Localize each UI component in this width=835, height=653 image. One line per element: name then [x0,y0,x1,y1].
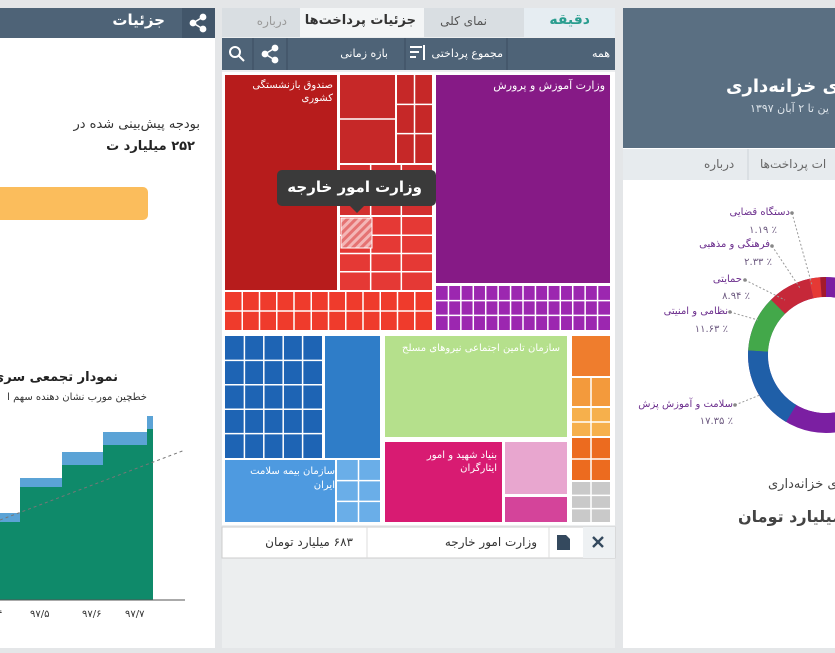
treemap-cells [225,75,610,522]
treemap-cell [436,75,610,283]
treemap-cell [572,336,610,376]
leader-dot [728,310,732,314]
tooltip-box [277,170,436,213]
chart-subtitle: خطچین مورب نشان دهنده سهم ا [7,392,147,403]
treemap-label: وزارت آموزش و پرورش [493,79,605,92]
x-tick-label: ۴ [0,610,2,620]
treemap-cell [225,336,322,458]
tooltip: وزارت امور خارجه [287,178,422,196]
header-title: جزئیات [112,11,165,29]
right-tab-bar [623,149,835,180]
total-caption: حت های خزانه‌داری [768,477,835,492]
donut [748,277,835,422]
selection-amount: ۶۸۳ میلیارد تومان [265,535,353,549]
tab[interactable]: درباره [704,157,735,171]
total-amount: میلیارد تومان [738,507,835,526]
donut-label: فرهنگی و مذهبی [699,239,770,250]
tab[interactable]: نمای کلی [440,14,487,28]
x-tick-label: ۹۷/۷ [125,609,145,620]
document-icon[interactable] [557,535,570,550]
share-button[interactable] [182,8,215,38]
donut-hole-edge [768,297,835,413]
leader-line [771,245,801,289]
right-title: های خزانه‌داری [726,76,835,97]
donut-segment [748,350,797,422]
leader-line [791,212,813,286]
selected-cell[interactable] [340,217,373,249]
budget-bar [0,187,148,220]
treemap-label: بنیاد شهید و امور ایثارگران [426,450,497,474]
leader-dot [733,403,737,407]
treemap-cell [505,442,567,494]
donut-percent: ٪ ۱۷.۳۵ [699,416,733,427]
toolbar [222,38,615,70]
share-icon [189,13,207,33]
chart-title: نمودار تجمعی سری زم [0,370,118,385]
treemap-cell [385,442,502,522]
treemap-cell [505,497,567,522]
right-header [623,8,835,148]
donut-label: سلامت و آموزش پزش [638,399,733,410]
leader-line [729,311,759,321]
x-tick-label: ۹۷/۶ [82,609,102,620]
area-lower [0,429,153,600]
treemap-label: سازمان تامین اجتماعی نیروهای مسلح [402,343,560,354]
logo[interactable]: دقیقه [549,12,590,28]
logo-box [524,8,615,37]
treemap-label: صندوق بازنشستگی کشوری [252,80,333,104]
donut-percent: ٪ ۱.۱۹ [749,225,777,236]
close-icon [592,536,604,548]
budget-text: بودجه پیش‌بینی شده در [73,117,200,132]
donut-segment [748,299,786,353]
sort-icon[interactable] [410,45,425,60]
tab[interactable]: جزئیات پرداخت‌ها [304,13,416,28]
budget-amount: ۲۵۲ میلیارد ت [106,139,195,154]
sort-option[interactable]: مجموع پرداختی [431,47,503,60]
donut-percent: ٪ ۲.۳۳ [744,257,772,268]
x-tick-label: ۹۷/۵ [30,609,50,620]
diagonal-guide [0,449,186,521]
donut-label: حمایتی [712,274,742,285]
left-header [0,8,215,38]
donut-segment [770,278,814,315]
leader-dot [770,244,774,248]
treemap-cell [325,336,380,458]
leader-line [734,394,761,406]
search-icon[interactable] [229,46,245,62]
donut-label: نظامی و امنیتی [663,306,728,317]
donut-percent: ٪ ۸.۹۴ [722,291,750,302]
treemap-label: سازمان بیمه سلامت ایران [250,466,335,491]
donut-percent: ٪ ۱۱.۶۳ [694,324,728,335]
leader-dot [743,278,747,282]
period-option[interactable]: بازه زمانی [340,47,388,60]
tab[interactable]: درباره [256,14,287,28]
leader-dot [790,211,794,215]
treemap-cell [385,336,567,437]
donut-label: دستگاه قضایی [729,207,790,218]
leader-line [744,279,786,301]
donut-segment [808,277,822,299]
right-subtitle: ین تا ۲ آبان ۱۳۹۷ [750,102,829,115]
treemap-cell [225,460,335,522]
tab[interactable]: ات پرداخت‌ها [760,157,827,171]
toolbar-share-icon[interactable] [261,44,279,64]
selection-name: وزارت امور خارجه [444,535,537,549]
active-tab[interactable] [300,8,424,37]
filter-all[interactable]: همه [591,47,610,60]
